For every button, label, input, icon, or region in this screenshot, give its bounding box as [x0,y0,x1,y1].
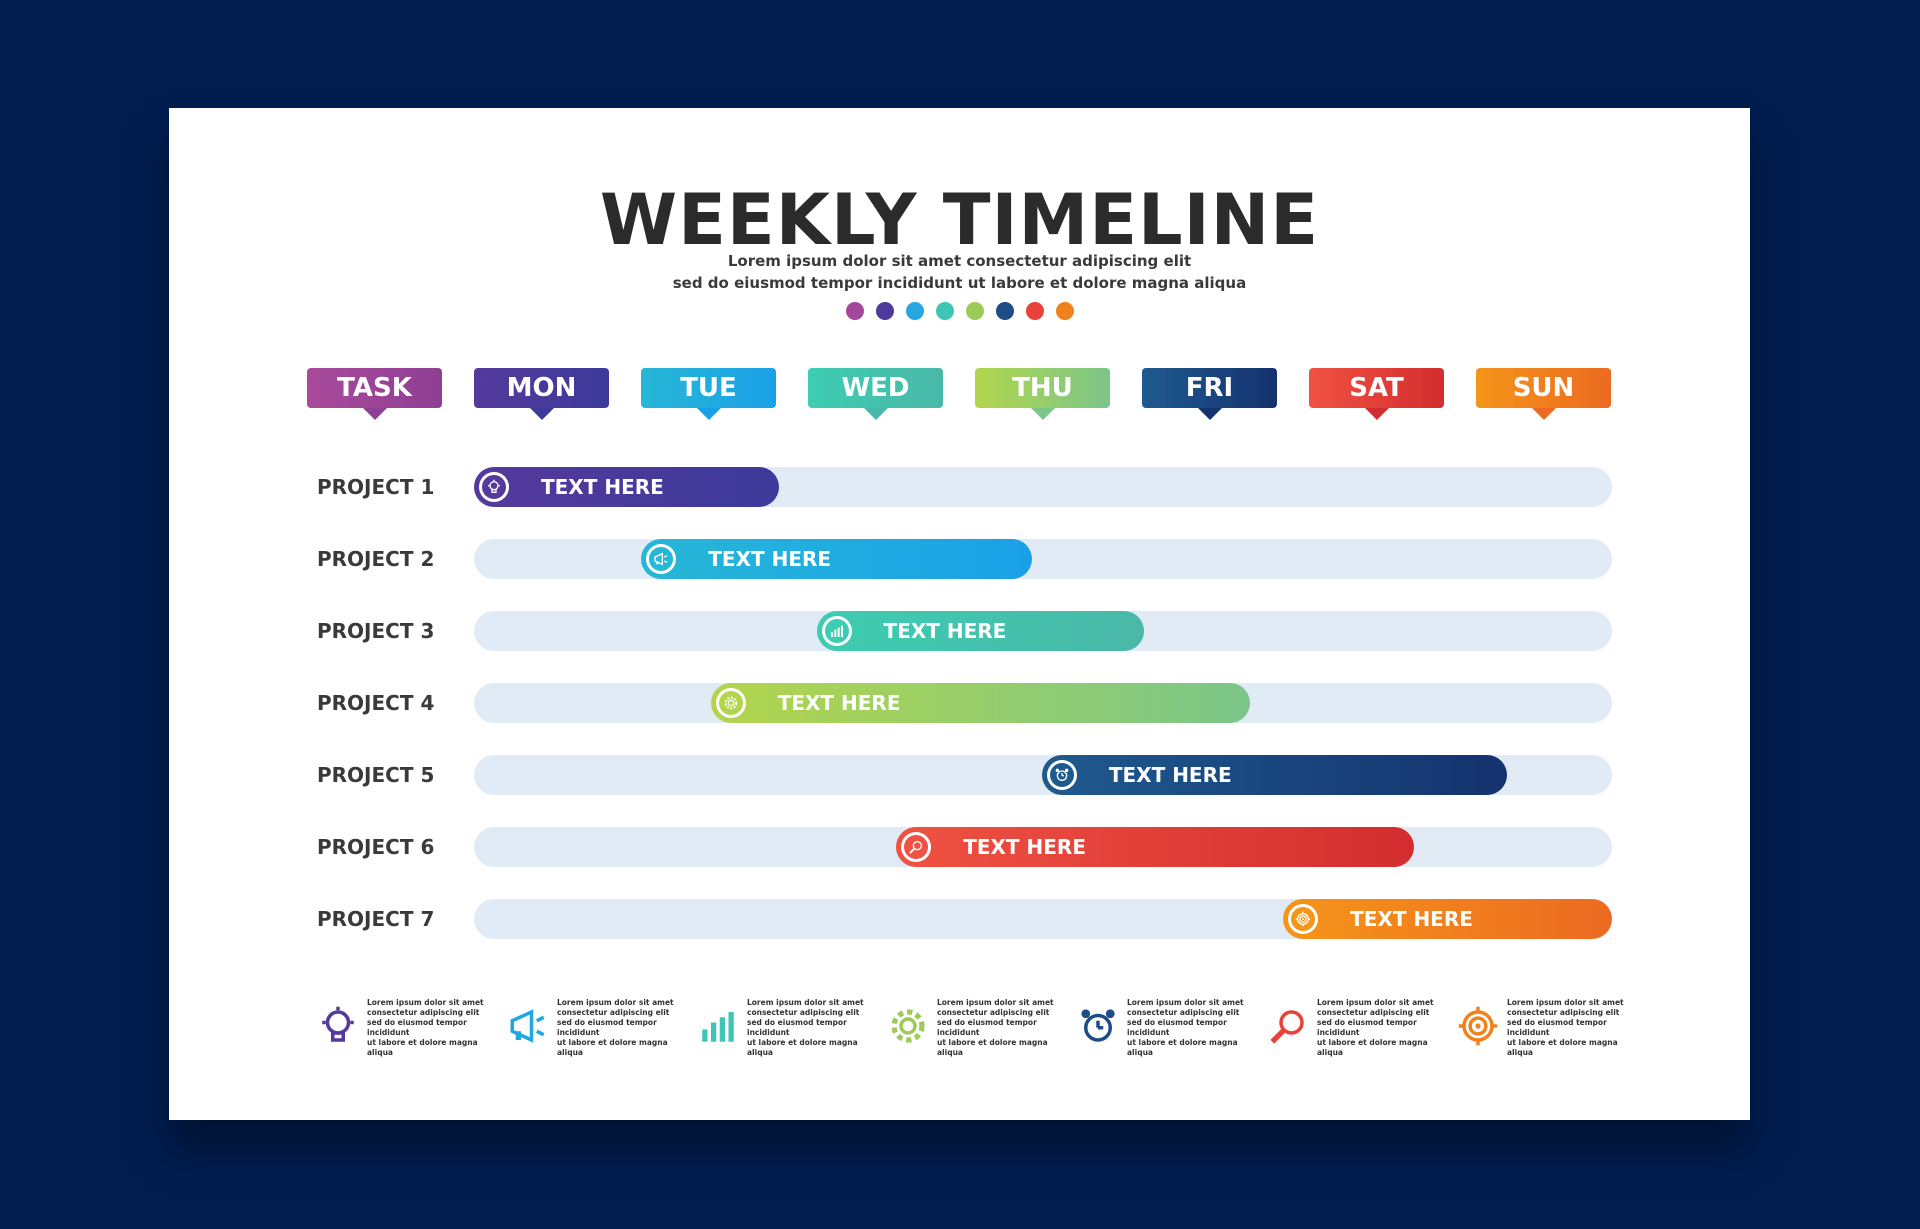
column-header-label: SAT [1349,373,1404,403]
timeline-card: WEEKLY TIMELINE Lorem ipsum dolor sit am… [169,108,1750,1120]
column-header-mon: MON [474,368,609,420]
project-bar[interactable]: TEXT HERE [896,827,1414,867]
palette-dots [169,302,1750,320]
column-header-pointer [1197,408,1222,420]
legend-item: Lorem ipsum dolor sit amet consectetur ad… [1457,998,1627,1057]
page-title: WEEKLY TIMELINE [599,179,1320,261]
palette-dot [965,302,984,320]
target-icon [1457,1005,1499,1051]
project-bar-text: TEXT HERE [1108,763,1232,787]
legend-text: Lorem ipsum dolor sit amet consectetur ad… [1507,998,1624,1057]
column-header-label: TUE [680,373,737,403]
legend-item: Lorem ipsum dolor sit amet consectetur ad… [507,998,677,1057]
legend-item: Lorem ipsum dolor sit amet consectetur ad… [317,998,487,1057]
column-header-label: FRI [1185,373,1234,403]
column-header-label: SUN [1512,373,1575,403]
magnifier-icon [1267,1005,1309,1051]
legend-text: Lorem ipsum dolor sit amet consectetur ad… [1317,998,1434,1057]
target-icon [1288,904,1319,934]
column-header-label: TASK [337,373,412,403]
megaphone-icon [507,1005,549,1051]
project-bar-text: TEXT HERE [777,691,901,715]
column-header-pointer [863,408,888,420]
project-label: PROJECT 7 [317,907,435,931]
project-bar-text: TEXT HERE [963,835,1086,859]
palette-dot [935,302,954,320]
column-header-pointer [696,408,721,420]
legend-text: Lorem ipsum dolor sit amet consectetur ad… [557,998,674,1057]
project-bar[interactable]: TEXT HERE [474,467,779,507]
column-header-pointer [362,408,387,420]
legend-text: Lorem ipsum dolor sit amet consectetur ad… [937,998,1054,1057]
palette-dot [845,302,864,320]
column-header-thu: THU [975,368,1110,420]
lightbulb-icon [479,472,509,502]
project-bar-text: TEXT HERE [883,619,1007,643]
project-bar[interactable]: TEXT HERE [816,611,1145,651]
column-header-pointer [1030,408,1055,420]
subtitle-line-1: Lorem ipsum dolor sit amet consectetur a… [727,252,1192,270]
legend-item: Lorem ipsum dolor sit amet consectetur ad… [1077,998,1247,1057]
project-bar[interactable]: TEXT HERE [641,539,1032,579]
alarm-clock-icon [1046,760,1077,790]
column-header-pointer [1364,408,1389,420]
alarm-clock-icon [1077,1005,1119,1051]
palette-dot [875,302,894,320]
legend-text: Lorem ipsum dolor sit amet consectetur ad… [367,998,484,1057]
column-header-sat: SAT [1309,368,1444,420]
project-bar[interactable]: TEXT HERE [1041,755,1508,795]
gear-icon [715,688,746,718]
megaphone-icon [646,544,677,574]
legend-text: Lorem ipsum dolor sit amet consectetur ad… [747,998,864,1057]
column-header-label: THU [1012,373,1073,403]
project-label: PROJECT 4 [317,691,435,715]
palette-dot [1055,302,1074,320]
column-header-tue: TUE [641,368,776,420]
project-bar-text: TEXT HERE [708,547,832,571]
lightbulb-icon [317,1005,359,1051]
column-header-label: WED [841,373,910,403]
project-bar[interactable]: TEXT HERE [710,683,1251,723]
column-header-task: TASK [307,368,442,420]
project-bar[interactable]: TEXT HERE [1283,899,1612,939]
palette-dot [905,302,924,320]
subtitle-line-2: sed do eiusmod tempor incididunt ut labo… [672,274,1247,292]
column-header-sun: SUN [1476,368,1611,420]
bar-chart-icon [821,616,852,646]
bar-chart-icon [697,1005,739,1051]
legend-item: Lorem ipsum dolor sit amet consectetur ad… [1267,998,1437,1057]
project-label: PROJECT 5 [317,763,435,787]
column-header-pointer [1531,408,1556,420]
column-header-pointer [529,408,554,420]
project-bar-text: TEXT HERE [541,475,664,499]
column-header-wed: WED [808,368,943,420]
palette-dot [1025,302,1044,320]
legend-item: Lorem ipsum dolor sit amet consectetur ad… [887,998,1057,1057]
column-header-label: MON [506,373,577,403]
project-label: PROJECT 1 [317,475,435,499]
magnifier-icon [901,832,932,862]
project-bar-text: TEXT HERE [1350,907,1473,931]
column-header-fri: FRI [1142,368,1277,420]
gear-icon [887,1005,929,1051]
legend-item: Lorem ipsum dolor sit amet consectetur ad… [697,998,867,1057]
project-label: PROJECT 6 [317,835,435,859]
project-label: PROJECT 2 [317,547,435,571]
project-label: PROJECT 3 [317,619,435,643]
legend-text: Lorem ipsum dolor sit amet consectetur ad… [1127,998,1244,1057]
palette-dot [995,302,1014,320]
